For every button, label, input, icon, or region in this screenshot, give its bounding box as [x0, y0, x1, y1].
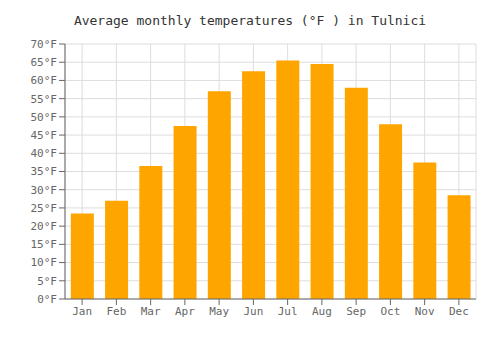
svg-text:Dec: Dec: [449, 305, 469, 318]
svg-text:10°F: 10°F: [31, 256, 58, 269]
svg-text:Jul: Jul: [278, 305, 298, 318]
svg-text:5°F: 5°F: [37, 275, 57, 288]
svg-text:40°F: 40°F: [31, 147, 58, 160]
svg-text:50°F: 50°F: [31, 111, 58, 124]
svg-text:45°F: 45°F: [31, 129, 58, 142]
svg-text:70°F: 70°F: [31, 38, 58, 51]
svg-text:20°F: 20°F: [31, 220, 58, 233]
svg-text:60°F: 60°F: [31, 74, 58, 87]
svg-text:Mar: Mar: [141, 305, 161, 318]
html-text:Average monthly temperatures (: Average monthly temperatures (°F ) in Tu…: [73, 13, 427, 28]
svg-text:35°F: 35°F: [31, 165, 58, 178]
svg-text:25°F: 25°F: [31, 202, 58, 215]
svg-text:30°F: 30°F: [31, 184, 58, 197]
svg-text:Sep: Sep: [346, 305, 366, 318]
svg-text:Aug: Aug: [312, 305, 332, 318]
svg-text:15°F: 15°F: [31, 238, 58, 251]
svg-text:Oct: Oct: [380, 305, 400, 318]
svg-text:65°F: 65°F: [31, 56, 58, 69]
svg-text:May: May: [209, 305, 229, 318]
svg-text:Jun: Jun: [243, 305, 263, 318]
svg-text:55°F: 55°F: [31, 93, 58, 106]
svg-text:0°F: 0°F: [37, 293, 57, 306]
svg-text:Feb: Feb: [106, 305, 126, 318]
svg-text:Jan: Jan: [72, 305, 92, 318]
svg-text:Apr: Apr: [175, 305, 195, 318]
svg-text:Nov: Nov: [415, 305, 435, 318]
